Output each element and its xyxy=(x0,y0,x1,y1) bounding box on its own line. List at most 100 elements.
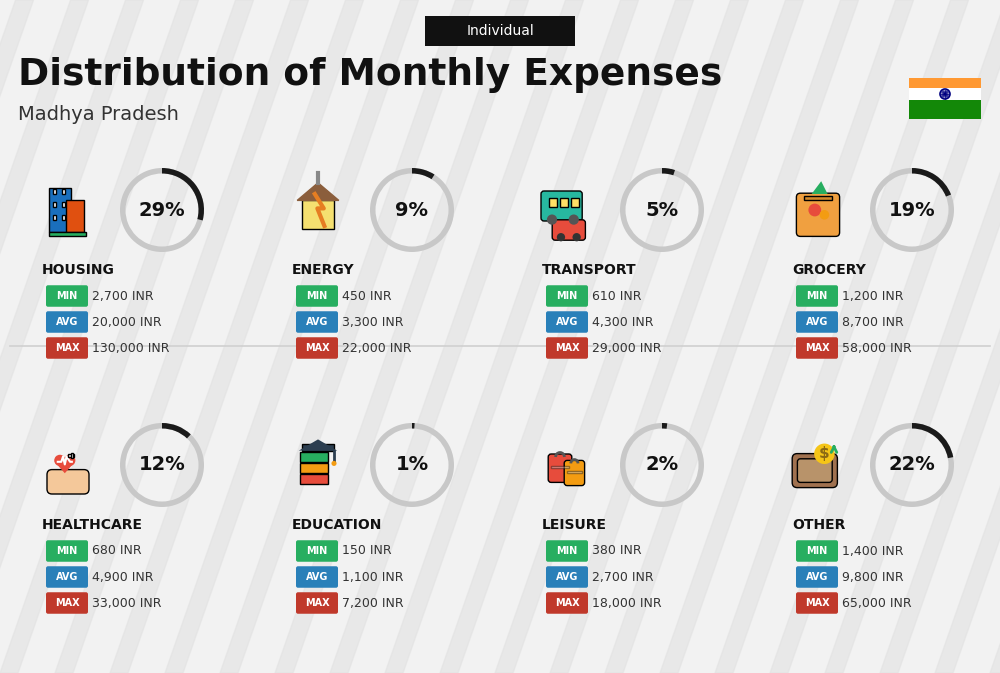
FancyBboxPatch shape xyxy=(300,463,328,473)
Wedge shape xyxy=(912,168,951,197)
Text: 610 INR: 610 INR xyxy=(592,289,642,302)
FancyBboxPatch shape xyxy=(53,202,56,207)
Text: AVG: AVG xyxy=(556,317,578,327)
Text: 9,800 INR: 9,800 INR xyxy=(842,571,904,583)
Text: 2%: 2% xyxy=(645,456,679,474)
Wedge shape xyxy=(412,423,415,429)
Wedge shape xyxy=(162,423,191,438)
Text: MAX: MAX xyxy=(555,598,579,608)
Wedge shape xyxy=(120,168,204,252)
Text: AVG: AVG xyxy=(556,572,578,582)
Text: OTHER: OTHER xyxy=(792,518,845,532)
Circle shape xyxy=(814,444,835,464)
Text: LEISURE: LEISURE xyxy=(542,518,607,532)
Wedge shape xyxy=(662,168,675,175)
Wedge shape xyxy=(620,423,704,507)
Text: EDUCATION: EDUCATION xyxy=(292,518,382,532)
Circle shape xyxy=(331,461,337,466)
FancyBboxPatch shape xyxy=(797,459,832,483)
Text: 3,300 INR: 3,300 INR xyxy=(342,316,404,328)
Text: MAX: MAX xyxy=(55,598,79,608)
Polygon shape xyxy=(297,183,339,201)
Circle shape xyxy=(820,210,829,219)
Text: TRANSPORT: TRANSPORT xyxy=(542,263,637,277)
Text: AVG: AVG xyxy=(56,317,78,327)
Text: MAX: MAX xyxy=(805,598,829,608)
Wedge shape xyxy=(412,168,435,179)
FancyBboxPatch shape xyxy=(71,453,73,458)
FancyBboxPatch shape xyxy=(46,540,88,562)
FancyBboxPatch shape xyxy=(53,215,56,219)
Text: 29%: 29% xyxy=(139,201,185,219)
Text: GROCERY: GROCERY xyxy=(792,263,866,277)
Text: 18,000 INR: 18,000 INR xyxy=(592,596,662,610)
Circle shape xyxy=(569,215,579,225)
Text: 150 INR: 150 INR xyxy=(342,544,392,557)
Wedge shape xyxy=(620,168,704,252)
Circle shape xyxy=(54,455,66,466)
FancyBboxPatch shape xyxy=(909,89,981,108)
FancyBboxPatch shape xyxy=(560,198,568,207)
Text: MAX: MAX xyxy=(555,343,579,353)
FancyBboxPatch shape xyxy=(571,198,579,207)
Text: 380 INR: 380 INR xyxy=(592,544,642,557)
FancyBboxPatch shape xyxy=(425,16,575,46)
Text: $: $ xyxy=(819,446,830,461)
FancyBboxPatch shape xyxy=(548,454,572,483)
Text: AVG: AVG xyxy=(806,572,828,582)
FancyBboxPatch shape xyxy=(909,78,981,97)
Text: 680 INR: 680 INR xyxy=(92,544,142,557)
FancyBboxPatch shape xyxy=(909,100,981,119)
Text: 19%: 19% xyxy=(889,201,935,219)
FancyBboxPatch shape xyxy=(541,191,582,221)
Wedge shape xyxy=(370,168,454,252)
Circle shape xyxy=(557,233,565,242)
Text: 22,000 INR: 22,000 INR xyxy=(342,341,412,355)
Text: 2,700 INR: 2,700 INR xyxy=(592,571,654,583)
Wedge shape xyxy=(912,423,953,458)
FancyBboxPatch shape xyxy=(62,202,65,207)
FancyBboxPatch shape xyxy=(792,454,837,488)
Text: 450 INR: 450 INR xyxy=(342,289,392,302)
Text: HEALTHCARE: HEALTHCARE xyxy=(42,518,143,532)
FancyBboxPatch shape xyxy=(796,285,838,307)
FancyBboxPatch shape xyxy=(300,474,328,484)
FancyBboxPatch shape xyxy=(796,566,838,588)
Text: MIN: MIN xyxy=(306,546,328,556)
Text: 9%: 9% xyxy=(396,201,428,219)
Text: ENERGY: ENERGY xyxy=(292,263,355,277)
FancyBboxPatch shape xyxy=(53,189,56,194)
FancyBboxPatch shape xyxy=(796,311,838,332)
Text: MAX: MAX xyxy=(55,343,79,353)
FancyBboxPatch shape xyxy=(296,592,338,614)
FancyBboxPatch shape xyxy=(546,311,588,332)
Wedge shape xyxy=(370,423,454,507)
Text: 22%: 22% xyxy=(889,456,935,474)
Text: 130,000 INR: 130,000 INR xyxy=(92,341,170,355)
Text: MIN: MIN xyxy=(806,291,828,301)
Text: 20,000 INR: 20,000 INR xyxy=(92,316,162,328)
Text: 4,300 INR: 4,300 INR xyxy=(592,316,654,328)
FancyBboxPatch shape xyxy=(302,444,334,451)
FancyBboxPatch shape xyxy=(62,215,65,219)
Polygon shape xyxy=(812,181,828,194)
FancyBboxPatch shape xyxy=(796,540,838,562)
Text: Madhya Pradesh: Madhya Pradesh xyxy=(18,106,179,125)
Text: MIN: MIN xyxy=(556,291,578,301)
Wedge shape xyxy=(870,168,954,252)
FancyBboxPatch shape xyxy=(300,452,328,462)
Text: 33,000 INR: 33,000 INR xyxy=(92,596,162,610)
Polygon shape xyxy=(299,439,337,451)
Wedge shape xyxy=(662,423,667,429)
Text: 4,900 INR: 4,900 INR xyxy=(92,571,154,583)
Text: MIN: MIN xyxy=(806,546,828,556)
FancyBboxPatch shape xyxy=(551,466,569,468)
FancyBboxPatch shape xyxy=(567,472,582,473)
FancyBboxPatch shape xyxy=(46,566,88,588)
FancyBboxPatch shape xyxy=(796,337,838,359)
Text: MIN: MIN xyxy=(306,291,328,301)
FancyBboxPatch shape xyxy=(66,201,84,232)
Text: Individual: Individual xyxy=(466,24,534,38)
FancyBboxPatch shape xyxy=(804,196,832,201)
FancyBboxPatch shape xyxy=(546,540,588,562)
